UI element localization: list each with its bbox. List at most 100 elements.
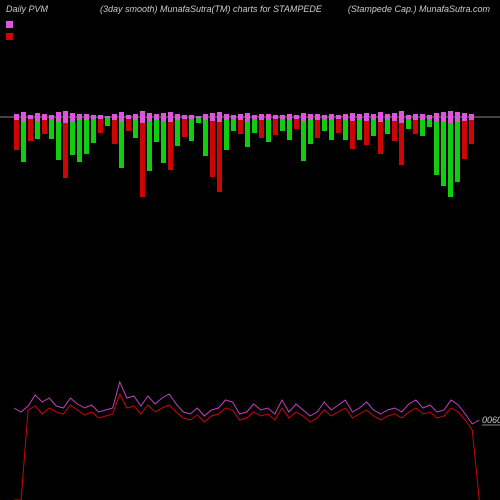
volume-bar-body	[392, 121, 397, 141]
volume-bar-body	[63, 123, 68, 178]
volume-bar-body	[119, 122, 124, 168]
volume-bar-body	[147, 121, 152, 171]
volume-bar-cap-up	[252, 115, 257, 117]
volume-bar-cap-down	[231, 117, 236, 119]
volume-bar-cap-down	[434, 117, 439, 121]
volume-bar-cap-down	[406, 117, 411, 119]
volume-bar-cap-down	[224, 117, 229, 120]
volume-bar-body	[245, 121, 250, 147]
volume-bar-body	[112, 120, 117, 144]
volume-bar-cap-down	[455, 117, 460, 122]
volume-bar-body	[161, 121, 166, 163]
volume-bar-cap-down	[217, 117, 222, 122]
volume-bar-cap-down	[343, 117, 348, 120]
volume-bar-body	[154, 120, 159, 142]
volume-bar-cap-up	[217, 112, 222, 117]
volume-bar-body	[469, 120, 474, 144]
volume-bar-cap-down	[273, 117, 278, 119]
volume-bar-body	[448, 123, 453, 197]
volume-bar-cap-down	[469, 117, 474, 120]
volume-bar-body	[210, 121, 215, 177]
volume-bar-cap-down	[266, 117, 271, 120]
volume-bar-cap-up	[126, 115, 131, 117]
volume-bar-cap-up	[266, 114, 271, 117]
volume-bar-cap-up	[259, 114, 264, 117]
volume-bar-cap-up	[14, 114, 19, 117]
volume-bar-body	[350, 121, 355, 149]
volume-bar-cap-down	[280, 117, 285, 119]
volume-bar-body	[231, 119, 236, 131]
volume-bar-cap-up	[175, 114, 180, 117]
volume-bar-cap-down	[84, 117, 89, 120]
volume-bar-body	[266, 120, 271, 142]
volume-bar-cap-down	[287, 117, 292, 120]
chart-svg: 0060	[0, 0, 500, 500]
volume-bar-cap-up	[56, 112, 61, 117]
volume-bar-body	[294, 119, 299, 129]
volume-bar-cap-down	[364, 117, 369, 121]
volume-bar-cap-up	[350, 113, 355, 117]
volume-bar-cap-down	[182, 117, 187, 119]
volume-bar-cap-down	[259, 117, 264, 120]
volume-bar-body	[91, 119, 96, 143]
volume-bar-body	[182, 119, 187, 137]
volume-bar-body	[175, 120, 180, 146]
volume-bar-body	[224, 120, 229, 150]
volume-bar-cap-down	[42, 117, 47, 120]
volume-bar-body	[49, 119, 54, 139]
volume-bar-cap-down	[357, 117, 362, 120]
volume-bar-cap-down	[63, 117, 68, 123]
volume-bar-cap-down	[112, 117, 117, 120]
volume-bar-cap-down	[427, 117, 432, 119]
volume-bar-body	[14, 120, 19, 150]
volume-bar-cap-down	[238, 117, 243, 120]
volume-bar-body	[21, 122, 26, 162]
volume-bar-cap-up	[434, 113, 439, 117]
volume-bar-cap-up	[294, 115, 299, 117]
volume-bar-cap-up	[392, 113, 397, 117]
volume-bar-cap-up	[336, 115, 341, 117]
volume-bar-cap-down	[147, 117, 152, 121]
volume-bar-cap-up	[385, 114, 390, 117]
volume-bar-cap-up	[308, 114, 313, 117]
volume-bar-body	[105, 118, 110, 126]
volume-bar-cap-down	[203, 117, 208, 120]
volume-bar-body	[434, 121, 439, 175]
volume-bar-cap-up	[105, 116, 110, 117]
volume-bar-cap-up	[147, 113, 152, 117]
volume-bar-cap-up	[98, 115, 103, 117]
volume-bar-cap-down	[385, 117, 390, 120]
volume-bar-cap-up	[91, 115, 96, 117]
volume-bar-cap-down	[154, 117, 159, 120]
volume-bar-body	[378, 122, 383, 154]
volume-bar-cap-up	[413, 114, 418, 117]
volume-bar-body	[238, 120, 243, 134]
volume-bar-body	[252, 119, 257, 133]
volume-bar-cap-down	[315, 117, 320, 120]
volume-bar-body	[42, 120, 47, 134]
volume-bar-cap-up	[406, 115, 411, 117]
volume-bar-body	[406, 119, 411, 129]
volume-bar-cap-down	[336, 117, 341, 119]
volume-bar-cap-up	[63, 111, 68, 117]
volume-bar-cap-down	[413, 117, 418, 120]
volume-bar-cap-up	[210, 113, 215, 117]
volume-bar-cap-up	[140, 111, 145, 117]
volume-bar-cap-up	[420, 114, 425, 117]
volume-bar-cap-up	[112, 114, 117, 117]
volume-bar-body	[462, 121, 467, 159]
volume-bar-body	[315, 120, 320, 138]
volume-bar-cap-down	[91, 117, 96, 119]
volume-bar-cap-down	[322, 117, 327, 119]
volume-bar-cap-up	[182, 115, 187, 117]
volume-bar-body	[126, 119, 131, 131]
volume-bar-cap-up	[238, 114, 243, 117]
volume-bar-body	[413, 120, 418, 134]
volume-bar-cap-down	[392, 117, 397, 121]
volume-bar-cap-up	[301, 113, 306, 117]
volume-bar-body	[420, 120, 425, 136]
volume-bar-cap-down	[301, 117, 306, 121]
volume-bar-cap-up	[133, 114, 138, 117]
volume-bar-cap-down	[35, 117, 40, 121]
volume-bar-cap-up	[315, 114, 320, 117]
